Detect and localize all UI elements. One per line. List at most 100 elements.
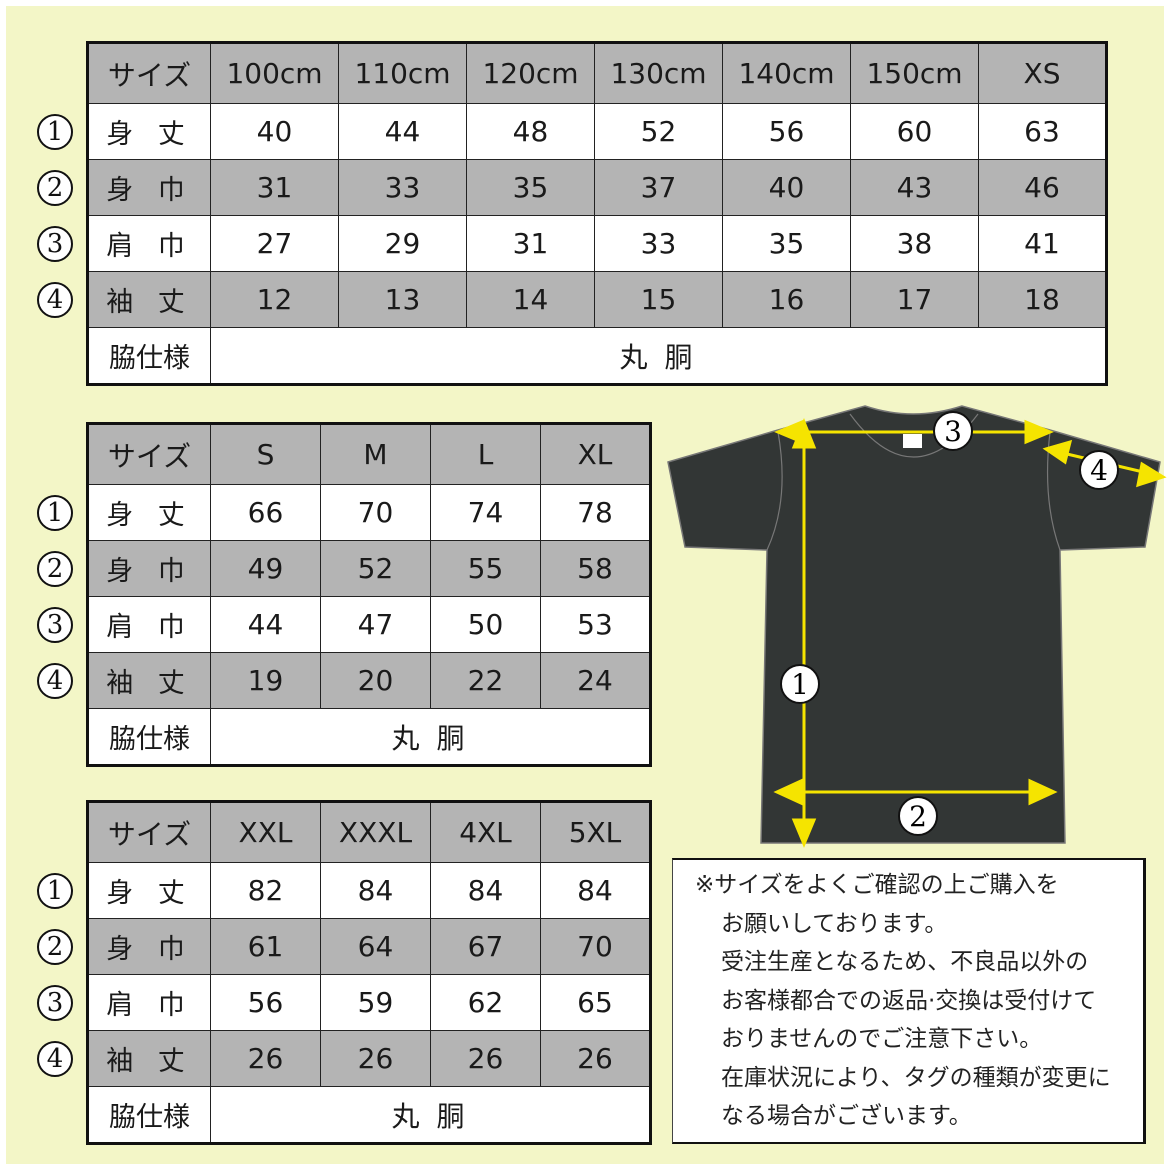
header-row: サイズ S M L XL [87,423,651,485]
header-row: サイズ XXL XXXL 4XL 5XL [87,801,651,863]
value-cell: 59 [320,974,431,1031]
value-cell: 50 [430,596,541,653]
side-label-cell: 脇仕様 [87,327,211,385]
value-cell: 17 [850,271,979,328]
value-cell: 31 [210,159,339,216]
header-label-cell: サイズ [87,801,211,863]
notice-box: ※サイズをよくご確認の上ご購入を お願いしております。 受注生産となるため、不良… [672,858,1146,1144]
value-cell: 38 [850,215,979,272]
size-header-cell: XL [540,423,651,485]
value-cell: 70 [320,484,431,541]
value-cell: 52 [594,103,723,160]
marker-1-icon: 1 [37,114,73,150]
value-cell: 62 [430,974,541,1031]
value-cell: 63 [978,103,1107,160]
value-cell: 12 [210,271,339,328]
row-label-cell: 袖 丈 [87,652,211,709]
table-row: 肩 巾 44 47 50 53 [87,596,651,653]
size-header-cell: 100cm [210,42,339,104]
marker-1: 1 [780,664,820,704]
notice-line: 受注生産となるため、不良品以外の [721,949,1089,975]
marker-3-icon: 3 [37,226,73,262]
value-cell: 33 [338,159,467,216]
value-cell: 41 [978,215,1107,272]
row-label-cell: 身 丈 [87,862,211,919]
marker-4-icon: 4 [37,282,73,318]
table-row: 袖 丈 12 13 14 15 16 17 18 [87,271,1107,328]
value-cell: 16 [722,271,851,328]
side-seam-row: 脇仕様丸 胴 [87,708,651,766]
size-header-cell: S [210,423,321,485]
value-cell: 56 [210,974,321,1031]
value-cell: 22 [430,652,541,709]
value-cell: 20 [320,652,431,709]
marker-1-icon: 1 [37,873,73,909]
value-cell: 52 [320,540,431,597]
row-label-cell: 肩 巾 [87,596,211,653]
size-header-cell: 130cm [594,42,723,104]
header-row: サイズ 100cm 110cm 120cm 130cm 140cm 150cm XS [87,42,1107,104]
value-cell: 64 [320,918,431,975]
marker-2: 2 [898,796,938,836]
value-cell: 70 [540,918,651,975]
side-value-cell: 丸 胴 [210,1086,651,1144]
value-cell: 35 [466,159,595,216]
notice-line: おりませんのでご注意下さい。 [721,1026,1043,1052]
value-cell: 18 [978,271,1107,328]
value-cell: 60 [850,103,979,160]
table-row: 身 丈 82 84 84 84 [87,862,651,919]
value-cell: 33 [594,215,723,272]
size-table-2: サイズ S M L XL 身 丈 66 70 74 78 身 巾 49 52 55 58 肩 巾 44 47 50 5… [86,422,652,767]
value-cell: 26 [320,1030,431,1087]
row-label-cell: 袖 丈 [87,1030,211,1087]
marker-1-icon: 1 [37,495,73,531]
value-cell: 67 [430,918,541,975]
value-cell: 44 [210,596,321,653]
value-cell: 44 [338,103,467,160]
value-cell: 55 [430,540,541,597]
svg-text:4: 4 [1090,454,1108,487]
notice-line: お願いしております。 [721,910,948,937]
row-label-cell: 身 丈 [87,103,211,160]
value-cell: 26 [210,1030,321,1087]
value-cell: 49 [210,540,321,597]
value-cell: 26 [430,1030,541,1087]
value-cell: 19 [210,652,321,709]
size-table-1: サイズ 100cm 110cm 120cm 130cm 140cm 150cm XS 身 丈 40… [86,41,1108,386]
tag-icon [903,434,922,448]
value-cell: 84 [540,862,651,919]
svg-text:2: 2 [909,800,927,833]
marker-4-icon: 4 [37,663,73,699]
tshirt-shape [667,405,1161,844]
row-label-cell: 身 巾 [87,159,211,216]
value-cell: 43 [850,159,979,216]
table-row: 身 丈 66 70 74 78 [87,484,651,541]
svg-text:1: 1 [791,668,809,701]
row-label-cell: 身 巾 [87,918,211,975]
notice-line: ※サイズをよくご確認の上ご購入を [695,872,1059,898]
value-cell: 84 [320,862,431,919]
size-header-cell: 120cm [466,42,595,104]
side-label-cell: 脇仕様 [87,1086,211,1144]
value-cell: 26 [540,1030,651,1087]
value-cell: 14 [466,271,595,328]
side-seam-row: 脇仕様丸 胴 [87,1086,651,1144]
marker-3-icon: 3 [37,607,73,643]
marker-2-icon: 2 [37,551,73,587]
row-label-cell: 身 巾 [87,540,211,597]
value-cell: 40 [210,103,339,160]
size-header-cell: XXL [210,801,321,863]
side-label-cell: 脇仕様 [87,708,211,766]
row-label-cell: 袖 丈 [87,271,211,328]
table-row: 肩 巾 56 59 62 65 [87,974,651,1031]
size-header-cell: 5XL [540,801,651,863]
notice-line: お客様都合での返品·交換は受付けて [721,987,1097,1014]
value-cell: 74 [430,484,541,541]
value-cell: 15 [594,271,723,328]
size-header-cell: 110cm [338,42,467,104]
value-cell: 46 [978,159,1107,216]
table-row: 袖 丈 19 20 22 24 [87,652,651,709]
size-header-cell: 4XL [430,801,541,863]
value-cell: 13 [338,271,467,328]
value-cell: 24 [540,652,651,709]
